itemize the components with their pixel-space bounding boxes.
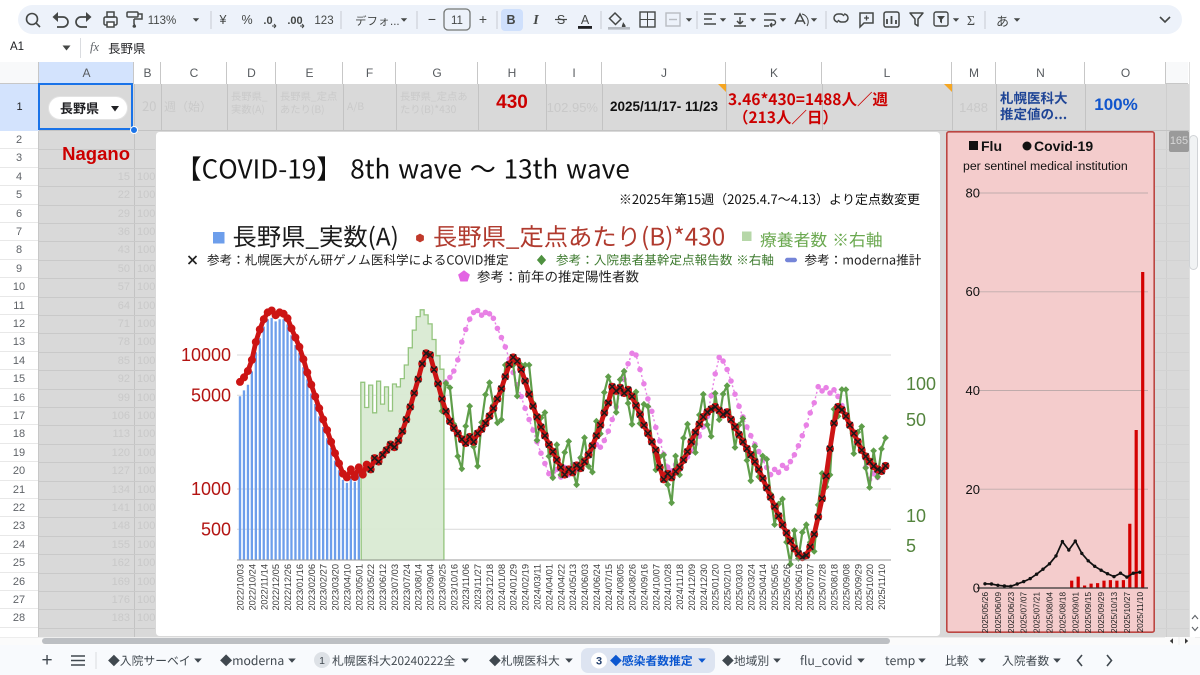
svg-text:2025/07/07: 2025/07/07 [1020, 592, 1029, 633]
svg-text:2024/10/28: 2024/10/28 [663, 564, 673, 611]
svg-text:2024/08/05: 2024/08/05 [616, 564, 626, 611]
svg-text:+: + [41, 650, 52, 671]
svg-text:2024/12/09: 2024/12/09 [687, 564, 697, 611]
svg-text:Σ: Σ [967, 14, 975, 29]
svg-text:2023/06/12: 2023/06/12 [378, 564, 388, 611]
svg-text:2024/05/13: 2024/05/13 [568, 564, 578, 611]
svg-text:B: B [506, 13, 515, 27]
svg-text:2025/06/23: 2025/06/23 [1007, 592, 1016, 633]
svg-text:2024/03/11: 2024/03/11 [533, 564, 543, 610]
svg-text:2022/11/14: 2022/11/14 [259, 564, 269, 610]
svg-text:2025/09/15: 2025/09/15 [1084, 592, 1093, 633]
svg-text:2024/04/22: 2024/04/22 [556, 564, 566, 611]
svg-text:2025/01/20: 2025/01/20 [711, 564, 721, 611]
svg-text:2024/07/15: 2024/07/15 [604, 564, 614, 611]
svg-text:10000: 10000 [181, 345, 231, 365]
svg-text:11: 11 [451, 15, 463, 27]
svg-text:2023/12/18: 2023/12/18 [485, 564, 495, 611]
svg-text:2023/02/27: 2023/02/27 [319, 564, 329, 611]
svg-text:1: 1 [319, 655, 325, 667]
svg-text:2023/03/20: 2023/03/20 [331, 564, 341, 611]
svg-text:2025/06/16: 2025/06/16 [794, 564, 804, 611]
svg-text:2025/09/08: 2025/09/08 [841, 564, 851, 611]
svg-text:2025/09/01: 2025/09/01 [1071, 592, 1080, 633]
svg-text:2023/04/10: 2023/04/10 [342, 564, 352, 611]
svg-text:2023/07/24: 2023/07/24 [402, 564, 412, 611]
svg-text:2025/05/26: 2025/05/26 [981, 592, 990, 633]
svg-text:2024/01/29: 2024/01/29 [509, 564, 519, 611]
svg-text:+: + [479, 11, 487, 27]
svg-text:2025/07/28: 2025/07/28 [818, 564, 828, 611]
svg-text:I: I [532, 13, 539, 28]
svg-text:2023/05/01: 2023/05/01 [354, 564, 364, 611]
svg-text:2023/11/06: 2023/11/06 [461, 564, 471, 610]
svg-text:2025/04/14: 2025/04/14 [758, 564, 768, 611]
svg-text:2025/05/05: 2025/05/05 [770, 564, 780, 611]
svg-text:2025/09/29: 2025/09/29 [853, 564, 863, 611]
svg-text:2024/08/26: 2024/08/26 [628, 564, 638, 611]
svg-text:.0: .0 [263, 15, 272, 27]
svg-text:123: 123 [314, 15, 333, 27]
svg-text:2025/09/29: 2025/09/29 [1097, 592, 1106, 633]
svg-text:2024/11/18: 2024/11/18 [675, 564, 685, 610]
svg-text:20: 20 [966, 482, 980, 497]
svg-text:2024/04/01: 2024/04/01 [544, 564, 554, 611]
svg-text:2023/09/25: 2023/09/25 [438, 564, 448, 611]
svg-text:2023/08/14: 2023/08/14 [414, 564, 424, 611]
svg-text:2025/05/26: 2025/05/26 [782, 564, 792, 611]
svg-text:2025/03/24: 2025/03/24 [746, 564, 756, 611]
svg-text:2025/06/09: 2025/06/09 [994, 592, 1003, 633]
svg-text:60: 60 [966, 284, 980, 299]
svg-text:5000: 5000 [191, 385, 231, 405]
svg-text:2023/11/27: 2023/11/27 [473, 564, 483, 610]
svg-text:A: A [581, 13, 590, 27]
svg-text:2025/08/18: 2025/08/18 [830, 564, 840, 611]
svg-text:2022/12/05: 2022/12/05 [271, 564, 281, 611]
svg-text:2025/11/10: 2025/11/10 [1136, 592, 1145, 633]
svg-text:2024/10/07: 2024/10/07 [651, 564, 661, 611]
svg-text:%: % [241, 13, 252, 27]
svg-text:−: − [428, 11, 436, 27]
svg-text:10: 10 [906, 506, 926, 526]
svg-text:2025/10/13: 2025/10/13 [1110, 592, 1119, 633]
svg-text:50: 50 [906, 410, 926, 430]
svg-text:5: 5 [906, 536, 916, 556]
svg-text:2025/08/18: 2025/08/18 [1058, 592, 1067, 633]
svg-text:2023/09/04: 2023/09/04 [426, 564, 436, 611]
svg-text:2025/02/10: 2025/02/10 [723, 564, 733, 611]
svg-text:3: 3 [596, 656, 602, 668]
svg-text:2024/06/03: 2024/06/03 [580, 564, 590, 611]
svg-text:.00: .00 [287, 15, 302, 27]
svg-text:2025/08/04: 2025/08/04 [1046, 592, 1055, 633]
svg-text:2023/01/16: 2023/01/16 [295, 564, 305, 611]
svg-text:2023/10/16: 2023/10/16 [449, 564, 459, 611]
svg-text:2022/10/03: 2022/10/03 [236, 564, 246, 611]
svg-text:2022/12/26: 2022/12/26 [283, 564, 293, 611]
svg-text:100: 100 [906, 374, 936, 394]
svg-text:2022/10/24: 2022/10/24 [247, 564, 257, 611]
svg-text:2025/07/07: 2025/07/07 [806, 564, 816, 611]
svg-text:2024/12/30: 2024/12/30 [699, 564, 709, 611]
svg-text:2025/10/27: 2025/10/27 [1123, 592, 1132, 633]
svg-text:40: 40 [966, 383, 980, 398]
svg-text:2023/07/03: 2023/07/03 [390, 564, 400, 611]
svg-text:2025/10/20: 2025/10/20 [865, 564, 875, 611]
svg-text:113%: 113% [148, 15, 177, 27]
svg-text:2025/03/03: 2025/03/03 [735, 564, 745, 611]
svg-text:80: 80 [966, 186, 980, 201]
svg-text:2024/09/16: 2024/09/16 [639, 564, 649, 611]
svg-text:¥: ¥ [219, 13, 227, 27]
svg-text:2024/02/19: 2024/02/19 [521, 564, 531, 611]
svg-text:2023/02/06: 2023/02/06 [307, 564, 317, 611]
svg-text:2025/11/10: 2025/11/10 [877, 564, 887, 610]
svg-text:2025/07/21: 2025/07/21 [1033, 592, 1042, 633]
svg-text:500: 500 [201, 519, 231, 539]
svg-text:1000: 1000 [191, 479, 231, 499]
svg-text:2024/06/24: 2024/06/24 [592, 564, 602, 611]
svg-text:2023/05/22: 2023/05/22 [366, 564, 376, 611]
svg-text:0: 0 [973, 581, 980, 596]
svg-text:2024/01/08: 2024/01/08 [497, 564, 507, 611]
